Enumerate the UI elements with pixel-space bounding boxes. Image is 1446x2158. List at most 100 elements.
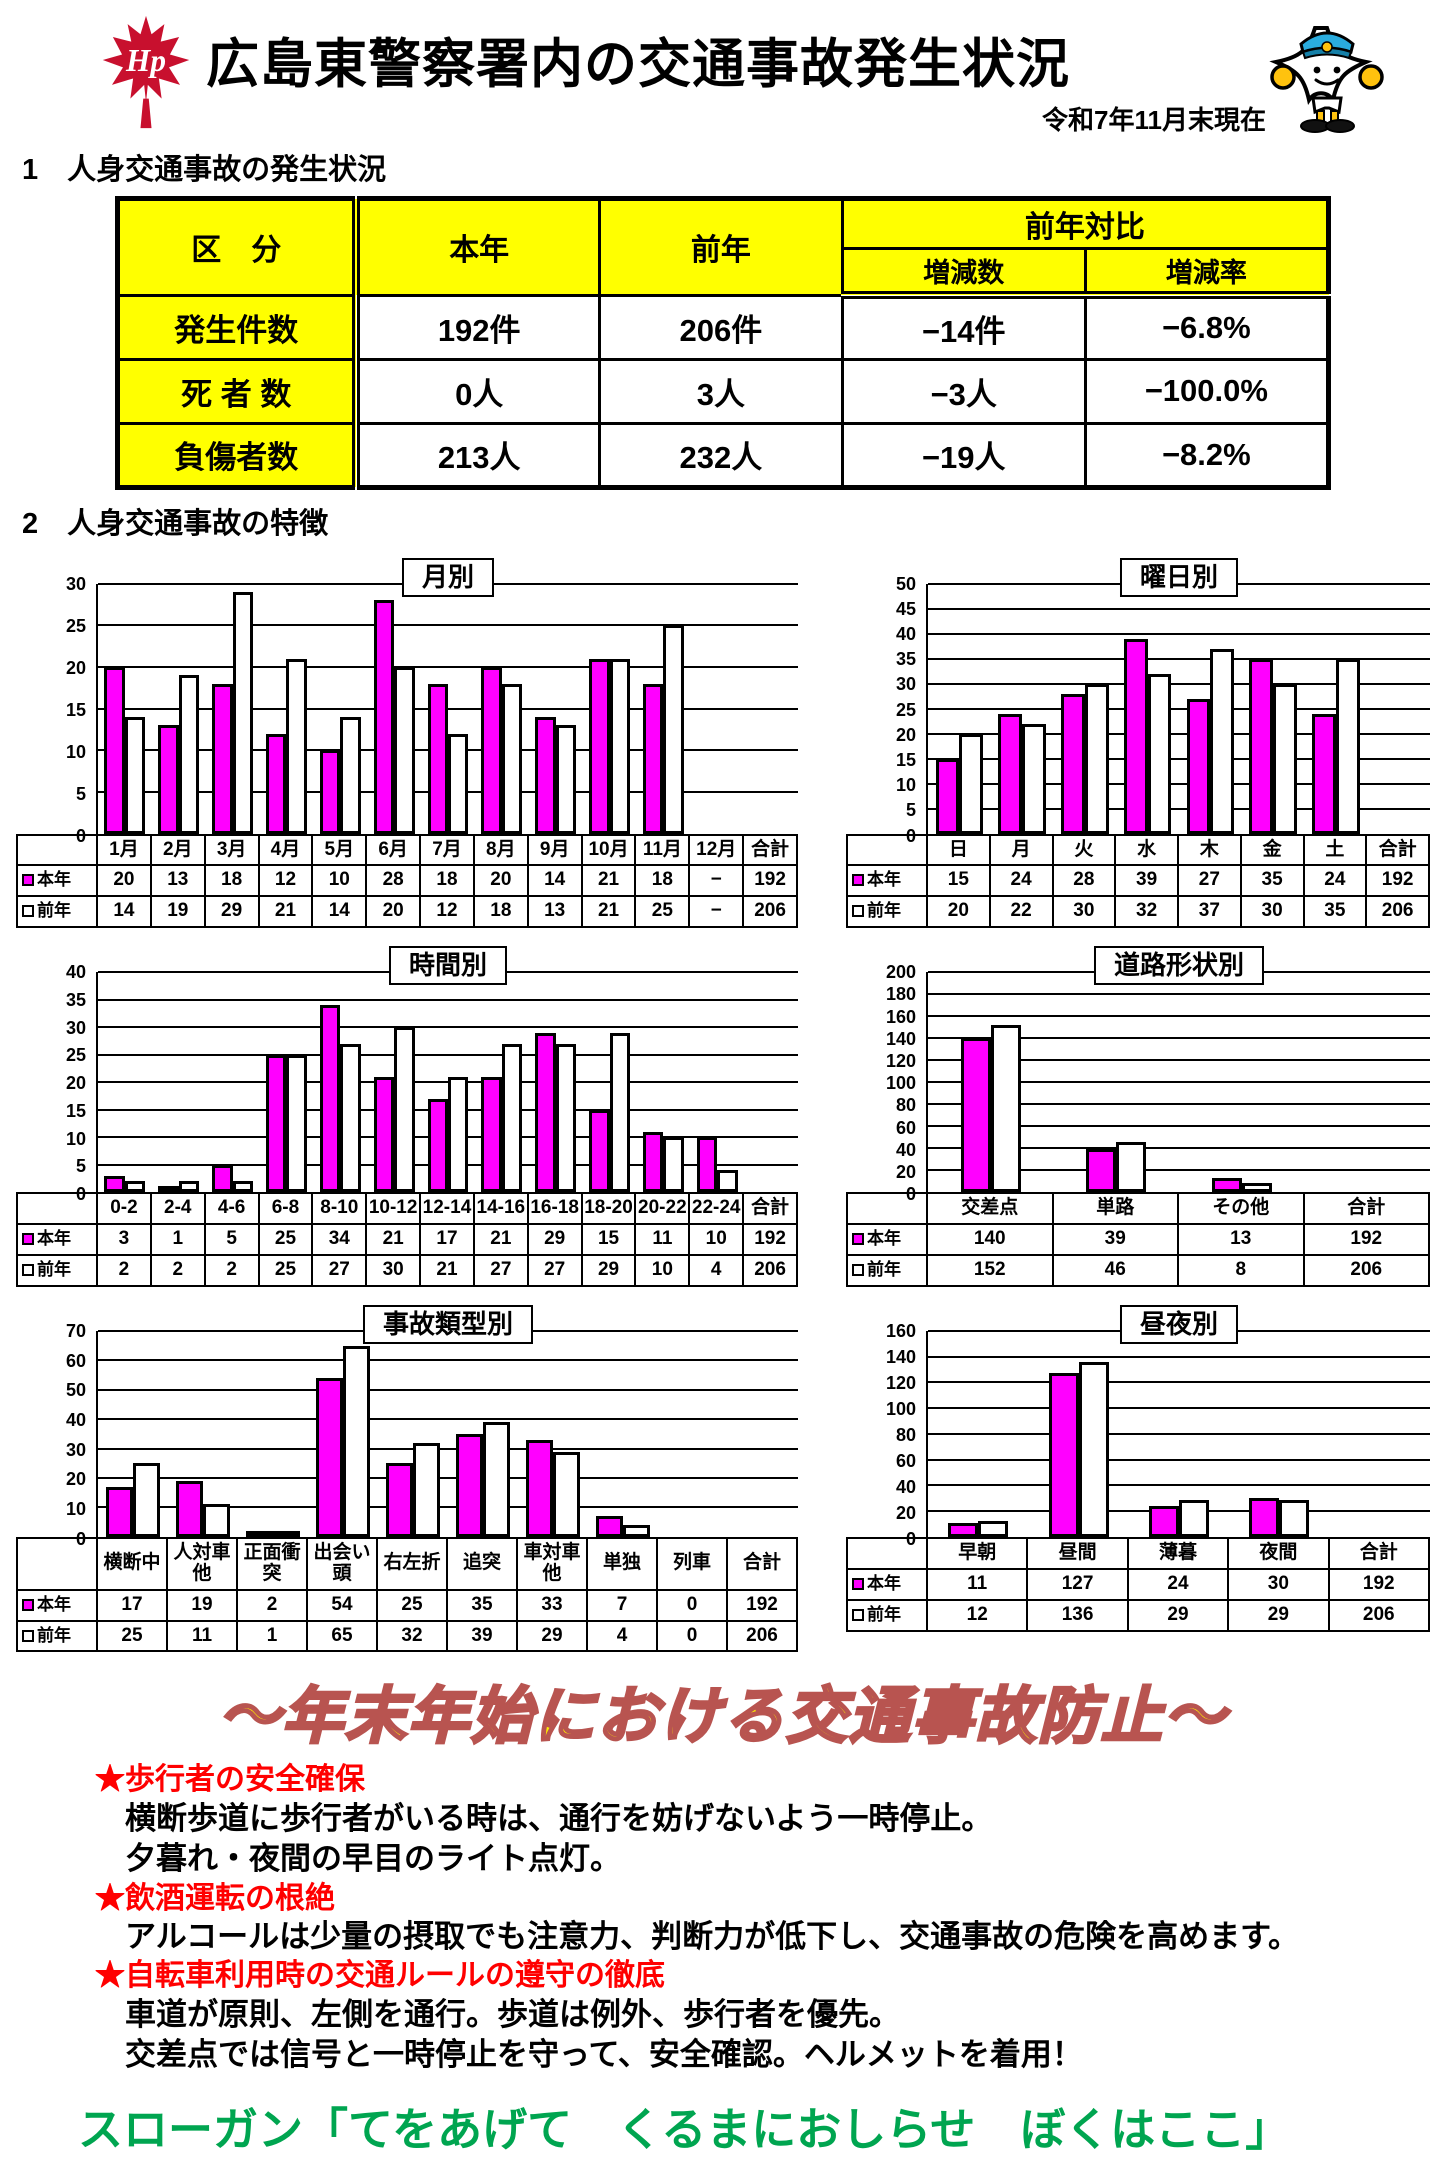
- bar-previous-year: [1116, 1141, 1147, 1193]
- bar-current-year: [1149, 1505, 1180, 1537]
- y-axis-tick: 40: [895, 1139, 916, 1160]
- value-cell: 30: [1239, 895, 1305, 929]
- category-header: 右左折: [376, 1536, 448, 1591]
- legend-swatch-previous: [22, 905, 34, 918]
- previous-year-row: 前年 14 19 29 21 14 20 12 18 13 21 25−206: [16, 895, 798, 929]
- bullet-line: 横断歩道に歩行者がいる時は、通行を妨げないよう一時停止。: [125, 1800, 993, 1836]
- category-header: 車対車他: [516, 1536, 588, 1591]
- bar-previous-year: [447, 1076, 469, 1193]
- value-cell: 17: [419, 1223, 475, 1256]
- value-cell: 24: [1126, 1567, 1230, 1601]
- value-cell: 24: [988, 864, 1054, 898]
- value-cell: 35: [1302, 895, 1368, 929]
- bar-current-year: [589, 658, 610, 834]
- value-cell: 29: [1227, 1598, 1330, 1632]
- bar-group: [98, 584, 152, 834]
- bar-group: [1054, 584, 1117, 834]
- legend-cell: 前年: [16, 1253, 98, 1287]
- value-cell: 18: [472, 895, 529, 929]
- value-cell: 34: [311, 1223, 368, 1256]
- corner-cell: [16, 833, 98, 867]
- y-axis-tick: 35: [895, 649, 916, 670]
- plot-area: 道路形状別: [926, 946, 1430, 1195]
- bar-current-year: [1086, 1149, 1117, 1193]
- value-cell: 20: [96, 864, 152, 898]
- bar-current-year: [212, 1164, 233, 1193]
- bar-previous-year: [394, 1027, 415, 1193]
- bar-previous-year: [1273, 683, 1297, 834]
- value-cell: 39: [446, 1619, 518, 1653]
- y-axis-tick: 20: [895, 1161, 916, 1182]
- gridline: [928, 1059, 1430, 1062]
- corner-cell: [16, 1192, 98, 1226]
- bar-previous-year: [413, 1442, 440, 1537]
- bar-previous-year: [1022, 723, 1046, 834]
- category-header: 11月: [634, 833, 691, 867]
- bar-current-year: [998, 713, 1023, 834]
- legend-label: 本年: [867, 1573, 901, 1593]
- bar-group: [313, 584, 367, 834]
- chart-title: 道路形状別: [1093, 946, 1265, 986]
- bar-group: [313, 972, 367, 1193]
- legend-cell: 本年: [846, 864, 928, 898]
- bar-current-year: [596, 1516, 623, 1537]
- y-axis-tick: 0: [75, 1184, 86, 1205]
- gridline: [928, 1037, 1430, 1040]
- bar-group: [583, 972, 637, 1193]
- y-axis-tick: 100: [885, 1073, 916, 1094]
- category-header: 1月: [96, 833, 152, 867]
- value-cell: 0: [656, 1619, 728, 1653]
- value-cell: 13: [1177, 1223, 1305, 1256]
- value-cell: 37: [1177, 895, 1242, 929]
- total-header: 合計: [1327, 1536, 1431, 1570]
- plot-area: 昼夜別: [926, 1304, 1430, 1539]
- value-cell: −: [688, 895, 745, 929]
- plot-area: 事故類型別: [96, 1304, 798, 1539]
- total-cell: 192: [726, 1588, 798, 1622]
- y-axis-tick: 15: [895, 749, 916, 770]
- category-header: 2月: [149, 833, 206, 867]
- bar-current-year: [1186, 698, 1211, 834]
- previous-year-row: 前年 12 136 29 29 206: [846, 1598, 1431, 1632]
- report-date-note: 令和7年11月末現在: [1042, 105, 1266, 135]
- category-header: 18-20: [580, 1192, 637, 1226]
- legend-swatch-current: [852, 1577, 864, 1590]
- value-cell: 21: [472, 1223, 529, 1256]
- gridline: [928, 782, 1430, 785]
- gridline: [98, 665, 798, 668]
- value-cell: 14: [96, 895, 152, 929]
- bar-group: [991, 584, 1054, 834]
- legend-cell: 本年: [16, 1223, 98, 1256]
- value-cell: 14: [311, 895, 368, 929]
- legend-cell: 前年: [16, 895, 98, 929]
- chart-data-table: 早朝 昼間 薄暮 夜間 合計 本年 11 127 24 30 192 前年 12 136 29 29 206: [846, 1536, 1431, 1632]
- category-header: 16-18: [526, 1192, 583, 1226]
- y-axis-tick: 30: [65, 1017, 86, 1038]
- legend-cell: 前年: [16, 1619, 98, 1653]
- bar-previous-year: [1078, 1361, 1109, 1537]
- police-mascot-icon: [1269, 26, 1384, 133]
- bar-group: [529, 584, 583, 834]
- y-axis: 0 10 20 30 40 50 60 70: [16, 1322, 96, 1548]
- y-axis-tick: 40: [65, 962, 86, 983]
- chart-table-header-row: 0-2 2-4 4-6 6-8 8-10 10-12 12-14 14-16 16-18 18-2…: [16, 1192, 798, 1226]
- y-axis-tick: 30: [65, 573, 86, 594]
- value-cell: 14: [526, 864, 583, 898]
- header-zennen: 前年: [597, 197, 844, 297]
- bars-layer: [928, 1331, 1430, 1537]
- chart-day-night: 0 20 40 60 80 100 120 140 160 昼夜別 早朝 昼間 薄暮 夜間 合計 本年 11 12…: [846, 1297, 1431, 1653]
- bar-previous-year: [1179, 1499, 1210, 1537]
- charts-area: 0 5 10 15 20 25 30 月別 1月 2月 3月 4月 5月 6月 7月 8月 9月 10月 11月 12…: [0, 550, 1446, 1653]
- gridline: [98, 1506, 798, 1509]
- bar-group: [529, 972, 583, 1193]
- previous-year-row: 前年 2 2 2 25 27 30 21 27 27 29 10 4 206: [16, 1253, 798, 1287]
- bar-group: [168, 1331, 238, 1537]
- category-header: 金: [1239, 833, 1305, 867]
- y-axis-tick: 45: [895, 598, 916, 619]
- value-cell: 30: [365, 1253, 422, 1287]
- value-cell: 21: [365, 1223, 422, 1256]
- total-header: 合計: [742, 1192, 798, 1226]
- bar-current-year: [696, 1137, 718, 1193]
- y-axis-tick: 20: [65, 657, 86, 678]
